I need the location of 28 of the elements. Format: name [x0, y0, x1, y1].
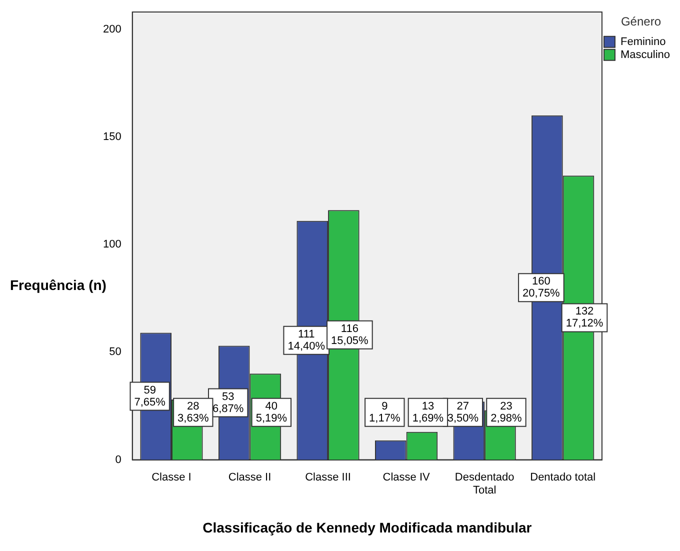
data-label: 59 7,65%	[134, 384, 166, 408]
data-label: 132 17,12%	[566, 306, 604, 330]
data-label: 13 1,69%	[412, 400, 444, 424]
data-label: 111 14,40%	[288, 328, 326, 352]
data-label: 23 2,98%	[490, 400, 522, 424]
data-label: 28 3,63%	[178, 400, 209, 424]
data-label: 27 3,50%	[447, 400, 479, 424]
x-tick-label: Dentado total	[530, 471, 596, 484]
data-label: 40 5,19%	[256, 400, 288, 424]
x-axis-title: Classificação de Kennedy Modificada mandibular	[202, 519, 532, 536]
data-label: 53 6,87%	[212, 390, 244, 415]
y-tick-label: 100	[102, 238, 122, 251]
x-tick-label: Classe I	[152, 471, 192, 484]
x-tick-label: Classe II	[228, 471, 272, 484]
x-tick-label: Classe III	[305, 471, 351, 484]
legend-title: Género	[620, 14, 662, 28]
legend-label: Masculino	[620, 48, 670, 61]
y-axis-title: Frequência (n)	[10, 276, 106, 293]
y-tick-label: 0	[115, 454, 122, 466]
data-label: 116 15,05%	[331, 322, 369, 347]
y-tick-label: 150	[102, 130, 122, 143]
legend-label: Feminino	[620, 36, 666, 48]
data-label: 160 20,75%	[522, 276, 560, 300]
data-label: 9 1,17%	[369, 400, 400, 424]
y-tick-label: 50	[109, 346, 122, 358]
y-tick-label: 200	[102, 23, 122, 36]
x-tick-label: Desdentado Total	[454, 471, 514, 497]
x-tick-label: Classe IV	[382, 471, 430, 484]
